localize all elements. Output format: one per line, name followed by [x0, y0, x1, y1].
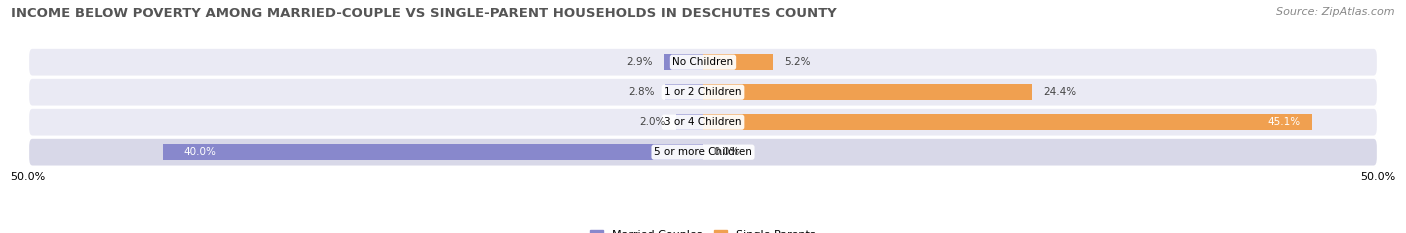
Text: 5.2%: 5.2% [785, 57, 810, 67]
Bar [676, 114, 703, 130]
Bar [665, 84, 703, 100]
Text: Source: ZipAtlas.com: Source: ZipAtlas.com [1277, 7, 1395, 17]
Text: 0.0%: 0.0% [714, 147, 740, 157]
Bar [703, 84, 1032, 100]
FancyBboxPatch shape [28, 78, 1378, 106]
Text: 2.9%: 2.9% [627, 57, 652, 67]
Bar [664, 54, 703, 70]
FancyBboxPatch shape [28, 48, 1378, 77]
FancyBboxPatch shape [28, 108, 1378, 137]
Text: 45.1%: 45.1% [1268, 117, 1301, 127]
Bar [703, 114, 1312, 130]
Text: 1 or 2 Children: 1 or 2 Children [664, 87, 742, 97]
Bar [703, 54, 773, 70]
Text: 24.4%: 24.4% [1043, 87, 1076, 97]
Text: INCOME BELOW POVERTY AMONG MARRIED-COUPLE VS SINGLE-PARENT HOUSEHOLDS IN DESCHUT: INCOME BELOW POVERTY AMONG MARRIED-COUPL… [11, 7, 837, 20]
Text: No Children: No Children [672, 57, 734, 67]
Text: 2.0%: 2.0% [638, 117, 665, 127]
Bar [163, 144, 703, 160]
Text: 3 or 4 Children: 3 or 4 Children [664, 117, 742, 127]
Text: 2.8%: 2.8% [628, 87, 654, 97]
FancyBboxPatch shape [28, 138, 1378, 167]
Legend: Married Couples, Single Parents: Married Couples, Single Parents [586, 225, 820, 233]
Text: 5 or more Children: 5 or more Children [654, 147, 752, 157]
Text: 40.0%: 40.0% [183, 147, 217, 157]
